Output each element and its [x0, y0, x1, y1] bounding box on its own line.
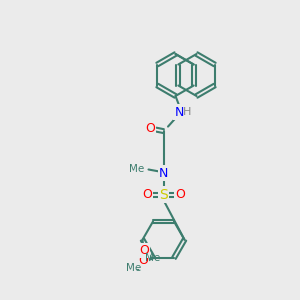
Text: O: O: [175, 188, 185, 201]
Text: O: O: [139, 244, 149, 257]
Text: H: H: [182, 107, 191, 117]
Text: O: O: [145, 122, 155, 135]
Text: S: S: [159, 188, 168, 202]
Text: Me: Me: [146, 253, 160, 263]
Text: N: N: [175, 106, 184, 119]
Text: Me: Me: [126, 263, 141, 273]
Text: Me: Me: [129, 164, 144, 175]
Text: O: O: [142, 188, 152, 201]
Text: O: O: [138, 254, 148, 267]
Text: N: N: [159, 167, 168, 180]
